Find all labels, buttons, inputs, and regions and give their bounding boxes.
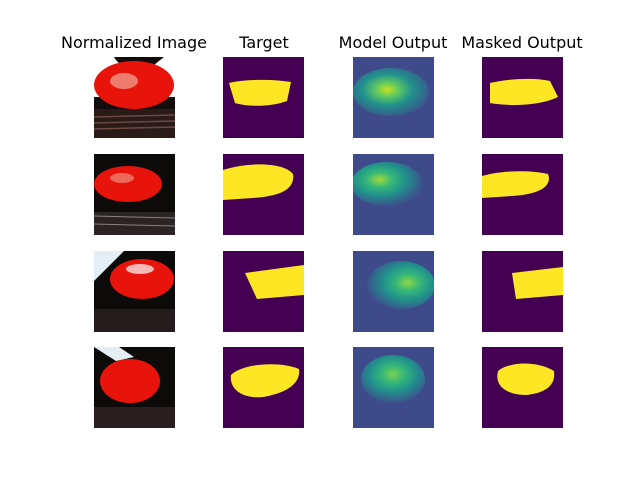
target-mask-row-1 — [223, 57, 304, 138]
target-mask-row-3 — [223, 251, 304, 332]
model-output-row-1 — [353, 57, 434, 138]
normalized-image-row-1 — [94, 57, 175, 138]
normalized-image-row-3 — [94, 251, 175, 332]
model-output-row-4 — [353, 347, 434, 428]
masked-output-row-2 — [482, 154, 563, 235]
model-output-row-3 — [353, 251, 434, 332]
column-title-masked-output: Masked Output — [461, 33, 583, 52]
model-output-row-2 — [353, 154, 434, 235]
masked-output-row-1 — [482, 57, 563, 138]
column-title-model-output: Model Output — [338, 33, 448, 52]
column-title-target: Target — [239, 33, 289, 52]
masked-output-row-4 — [482, 347, 563, 428]
column-title-normalized-image: Normalized Image — [61, 33, 207, 52]
target-mask-row-4 — [223, 347, 304, 428]
normalized-image-row-4 — [94, 347, 175, 428]
masked-output-row-3 — [482, 251, 563, 332]
normalized-image-row-2 — [94, 154, 175, 235]
target-mask-row-2 — [223, 154, 304, 235]
